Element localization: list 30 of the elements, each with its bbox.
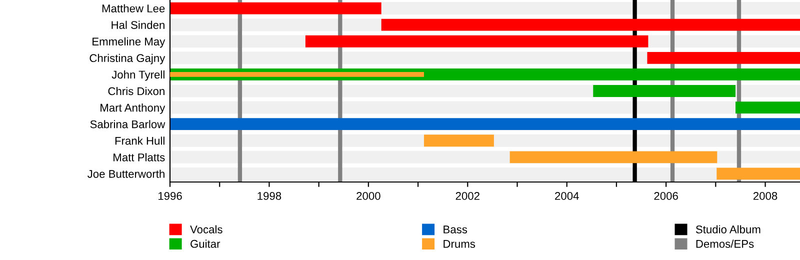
bar	[424, 134, 494, 147]
bar	[510, 151, 718, 164]
y-tick-label: Hal Sinden	[112, 20, 164, 29]
legend-label: Studio Album	[696, 225, 760, 234]
x-tick-label: 2006	[654, 192, 678, 200]
x-tick-label: 1996	[158, 192, 182, 200]
y-tick-label: Christina Gajny	[90, 54, 166, 64]
x-tick-label: 2008	[753, 192, 778, 200]
bar	[593, 85, 736, 97]
legend-label: Guitar	[190, 240, 220, 248]
x-tick-label: 1998	[258, 192, 282, 200]
x-tick-label: 2000	[356, 192, 380, 200]
bar	[716, 168, 800, 180]
y-tick-label: Joe Butterworth	[88, 170, 164, 178]
bar	[736, 102, 800, 114]
legend-label: Bass	[444, 226, 468, 234]
x-tick-label: 2004	[555, 192, 579, 200]
y-tick-label: Matt Platts	[114, 153, 165, 162]
y-tick-label: Chris Dixon	[108, 86, 164, 96]
y-tick-label: Mart Anthony	[100, 104, 166, 114]
y-tick-label: Matthew Lee	[102, 4, 165, 12]
y-tick-label: Frank Hull	[115, 136, 164, 145]
x-tick-label: 2002	[456, 192, 480, 200]
y-tick-label: Sabrina Barlow	[90, 120, 166, 128]
legend-label: Drums	[444, 240, 476, 248]
y-tick-label: John Tyrell	[112, 70, 164, 81]
legend-label: Demos/EPs	[696, 240, 754, 248]
y-tick-label: Emmeline May	[92, 37, 166, 48]
legend-label: Vocals	[190, 225, 222, 234]
bar	[647, 52, 800, 64]
